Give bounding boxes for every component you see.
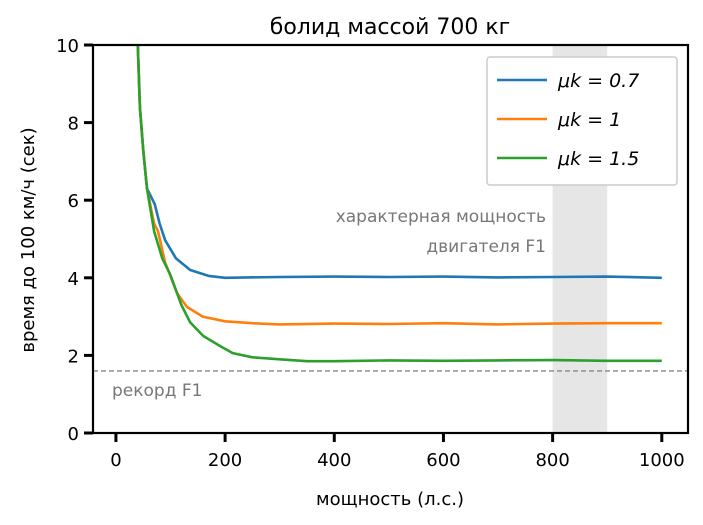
- x-tick-label: 800: [535, 450, 569, 471]
- axes-frame: [91, 43, 690, 435]
- shaded-region-label: характерная мощность: [336, 207, 546, 227]
- y-tick-label: 8: [68, 114, 79, 135]
- y-tick-label: 2: [68, 346, 79, 367]
- x-tick-label: 1000: [639, 450, 685, 471]
- x-axis-label: мощность (л.с.): [316, 489, 464, 510]
- reference-label: рекорд F1: [112, 381, 202, 401]
- legend-label-2: μk = 1.5: [557, 148, 639, 170]
- y-tick-label: 0: [68, 424, 79, 445]
- y-tick-label: 10: [56, 36, 79, 57]
- x-tick-label: 600: [426, 450, 460, 471]
- x-tick-label: 200: [208, 450, 242, 471]
- series-line-2: [136, 44, 662, 363]
- legend-label-0: μk = 0.7: [557, 70, 639, 92]
- legend-box: [486, 56, 678, 186]
- x-tick-label: 400: [317, 450, 351, 471]
- y-axis-label: время до 100 км/ч (сек): [18, 127, 39, 352]
- y-tick-label: 6: [68, 191, 79, 212]
- chart-title: болид массой 700 кг: [270, 15, 510, 40]
- shaded-region-label: двигателя F1: [426, 237, 546, 257]
- legend-label-1: μk = 1: [557, 109, 621, 131]
- x-tick-label: 0: [110, 450, 121, 471]
- y-tick-label: 4: [68, 269, 79, 290]
